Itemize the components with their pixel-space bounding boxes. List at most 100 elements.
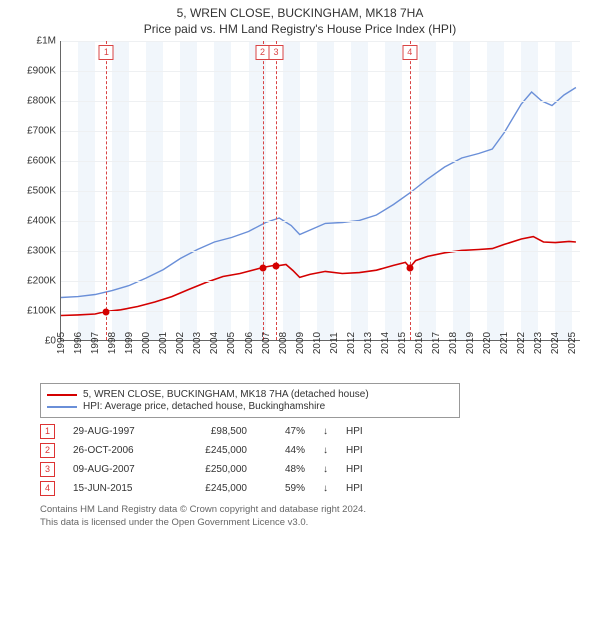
y-tick-label: £0 xyxy=(20,336,56,347)
sale-dot xyxy=(259,264,266,271)
sale-row-price: £98,500 xyxy=(177,426,247,437)
x-tick-label: 2019 xyxy=(465,332,476,354)
x-tick-label: 2021 xyxy=(499,332,510,354)
y-tick-label: £500K xyxy=(20,186,56,197)
sale-marker-line xyxy=(410,41,411,340)
sale-row-suffix: HPI xyxy=(346,426,363,437)
gridline-y xyxy=(61,251,580,252)
sale-row-pct: 44% xyxy=(265,445,305,456)
sale-row-num: 4 xyxy=(40,481,55,496)
y-tick-label: £400K xyxy=(20,216,56,227)
x-tick-label: 2010 xyxy=(312,332,323,354)
sale-dot xyxy=(272,263,279,270)
x-tick-label: 2013 xyxy=(363,332,374,354)
legend-label: HPI: Average price, detached house, Buck… xyxy=(83,401,325,412)
y-tick-label: £300K xyxy=(20,246,56,257)
attribution: Contains HM Land Registry data © Crown c… xyxy=(40,504,590,529)
series-line xyxy=(61,88,576,298)
sale-row: 1 29-AUG-1997 £98,500 47% ↓ HPI xyxy=(40,424,590,439)
legend: 5, WREN CLOSE, BUCKINGHAM, MK18 7HA (det… xyxy=(40,383,460,418)
sale-row-date: 09-AUG-2007 xyxy=(73,464,159,475)
x-tick-label: 2016 xyxy=(414,332,425,354)
y-axis: £0£100K£200K£300K£400K£500K£600K£700K£80… xyxy=(20,41,58,341)
sale-row-num: 3 xyxy=(40,462,55,477)
sale-row-suffix: HPI xyxy=(346,445,363,456)
legend-item: HPI: Average price, detached house, Buck… xyxy=(47,401,453,412)
x-tick-label: 2008 xyxy=(278,332,289,354)
sale-row-date: 29-AUG-1997 xyxy=(73,426,159,437)
chart-title-address: 5, WREN CLOSE, BUCKINGHAM, MK18 7HA xyxy=(10,6,590,22)
legend-swatch xyxy=(47,394,77,396)
x-tick-label: 2006 xyxy=(244,332,255,354)
sales-table: 129-AUG-1997£98,50047%↓HPI226-OCT-2006£2… xyxy=(40,424,590,496)
sale-marker-line xyxy=(276,41,277,340)
x-tick-label: 2011 xyxy=(329,332,340,354)
x-tick-label: 1995 xyxy=(56,332,67,354)
x-tick-label: 2012 xyxy=(346,332,357,354)
y-tick-label: £700K xyxy=(20,126,56,137)
page: { "title": { "line1": "5, WREN CLOSE, BU… xyxy=(0,0,600,620)
x-tick-label: 2022 xyxy=(516,332,527,354)
down-arrow-icon: ↓ xyxy=(323,483,328,494)
legend-item: 5, WREN CLOSE, BUCKINGHAM, MK18 7HA (det… xyxy=(47,389,453,400)
x-tick-label: 1998 xyxy=(107,332,118,354)
x-tick-label: 2015 xyxy=(397,332,408,354)
sale-row-pct: 59% xyxy=(265,483,305,494)
sale-row-suffix: HPI xyxy=(346,464,363,475)
sale-row: 4 15-JUN-2015 £245,000 59% ↓ HPI xyxy=(40,481,590,496)
sale-marker-box: 1 xyxy=(99,45,114,60)
down-arrow-icon: ↓ xyxy=(323,426,328,437)
x-tick-label: 2014 xyxy=(380,332,391,354)
x-tick-label: 1997 xyxy=(90,332,101,354)
x-tick-label: 2020 xyxy=(482,332,493,354)
y-tick-label: £1M xyxy=(20,36,56,47)
x-tick-label: 2004 xyxy=(209,332,220,354)
x-tick-label: 2000 xyxy=(141,332,152,354)
x-tick-label: 2024 xyxy=(550,332,561,354)
x-tick-label: 2025 xyxy=(567,332,578,354)
sale-row-pct: 48% xyxy=(265,464,305,475)
gridline-y xyxy=(61,71,580,72)
gridline-y xyxy=(61,221,580,222)
attribution-line1: Contains HM Land Registry data © Crown c… xyxy=(40,504,590,516)
gridline-y xyxy=(61,191,580,192)
x-axis: 1995199619971998199920002001200220032004… xyxy=(60,343,580,381)
gridline-y xyxy=(61,161,580,162)
gridline-y xyxy=(61,311,580,312)
sale-dot xyxy=(103,308,110,315)
x-tick-label: 2003 xyxy=(192,332,203,354)
sale-row-price: £250,000 xyxy=(177,464,247,475)
x-tick-label: 2005 xyxy=(226,332,237,354)
sale-marker-line xyxy=(106,41,107,340)
sale-row-num: 1 xyxy=(40,424,55,439)
y-tick-label: £900K xyxy=(20,66,56,77)
gridline-y xyxy=(61,101,580,102)
gridline-y xyxy=(61,41,580,42)
sale-row-date: 15-JUN-2015 xyxy=(73,483,159,494)
sale-row-price: £245,000 xyxy=(177,483,247,494)
y-tick-label: £600K xyxy=(20,156,56,167)
gridline-y xyxy=(61,281,580,282)
gridline-y xyxy=(61,131,580,132)
y-tick-label: £200K xyxy=(20,276,56,287)
sale-row-suffix: HPI xyxy=(346,483,363,494)
sale-row: 226-OCT-2006£245,00044%↓HPI xyxy=(40,443,590,458)
down-arrow-icon: ↓ xyxy=(323,464,328,475)
plot-area: 1234 xyxy=(60,41,580,341)
sale-dot xyxy=(406,264,413,271)
chart-area: £0£100K£200K£300K£400K£500K£600K£700K£80… xyxy=(20,41,580,381)
x-tick-label: 2009 xyxy=(295,332,306,354)
x-tick-label: 2023 xyxy=(533,332,544,354)
sale-row-num: 2 xyxy=(40,443,55,458)
x-tick-label: 2017 xyxy=(431,332,442,354)
x-tick-label: 1999 xyxy=(124,332,135,354)
x-tick-label: 2002 xyxy=(175,332,186,354)
x-tick-label: 2007 xyxy=(261,332,272,354)
sale-row: 3 09-AUG-2007 £250,000 48% ↓ HPI xyxy=(40,462,590,477)
down-arrow-icon: ↓ xyxy=(323,445,328,456)
legend-label: 5, WREN CLOSE, BUCKINGHAM, MK18 7HA (det… xyxy=(83,389,369,400)
sale-row-pct: 47% xyxy=(265,426,305,437)
chart-title-subtitle: Price paid vs. HM Land Registry's House … xyxy=(10,22,590,38)
sale-marker-box: 3 xyxy=(268,45,283,60)
y-tick-label: £800K xyxy=(20,96,56,107)
